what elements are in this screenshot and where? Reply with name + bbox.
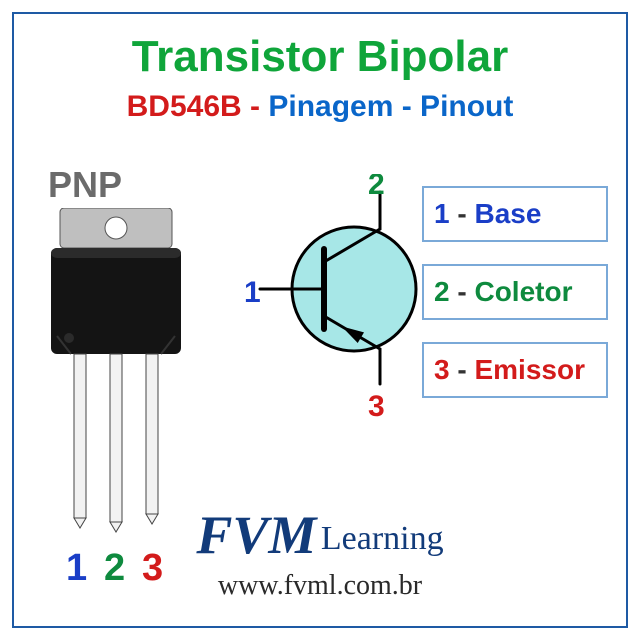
diagram-frame: Transistor Bipolar BD546B - Pinagem - Pi… bbox=[12, 12, 628, 628]
transistor-type-label: PNP bbox=[48, 164, 122, 206]
separator: - bbox=[242, 90, 269, 123]
legend-item-3: 3 - Emissor bbox=[422, 342, 608, 398]
legend-sep: - bbox=[450, 276, 475, 307]
brand-sub: Learning bbox=[321, 520, 444, 557]
symbol-pin-label-1: 1 bbox=[244, 276, 261, 309]
subtitle: BD546B - Pinagem - Pinout bbox=[14, 90, 626, 124]
brand-url: www.fvml.com.br bbox=[14, 570, 626, 602]
legend-name: Emissor bbox=[474, 354, 585, 385]
legend-item-1: 1 - Base bbox=[422, 186, 608, 242]
legend-sep: - bbox=[450, 354, 475, 385]
legend-item-2: 2 - Coletor bbox=[422, 264, 608, 320]
transistor-symbol: 1 2 3 bbox=[244, 174, 444, 434]
transistor-package: 123 bbox=[48, 208, 198, 548]
legend-num: 1 bbox=[434, 198, 450, 229]
content-area: PNP 1 2 3 1 2 3 1 - Base 2 - Coletor 3 - Emiss… bbox=[14, 164, 626, 626]
part-number: BD546B bbox=[127, 90, 242, 123]
legend-name: Coletor bbox=[474, 276, 572, 307]
symbol-pin-label-2: 2 bbox=[368, 174, 385, 201]
subtitle-desc: Pinagem - Pinout bbox=[268, 90, 513, 123]
brand: FVM Learning bbox=[14, 504, 626, 566]
legend-num: 3 bbox=[434, 354, 450, 385]
symbol-svg: 1 2 3 bbox=[244, 174, 444, 434]
title: Transistor Bipolar bbox=[14, 32, 626, 82]
symbol-pin-label-3: 3 bbox=[368, 390, 385, 423]
legend-name: Base bbox=[474, 198, 541, 229]
legend-sep: - bbox=[450, 198, 475, 229]
legend-num: 2 bbox=[434, 276, 450, 307]
pin-legend: 1 - Base 2 - Coletor 3 - Emissor bbox=[422, 186, 608, 420]
brand-main: FVM bbox=[196, 505, 316, 565]
